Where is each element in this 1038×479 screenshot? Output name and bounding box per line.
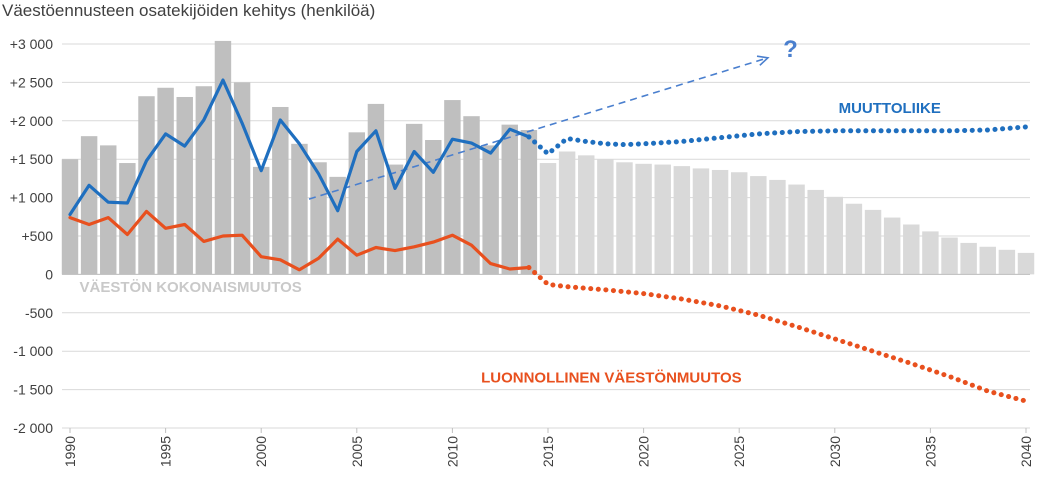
y-tick-label: -1 000 xyxy=(13,343,53,359)
bar-total-change xyxy=(501,124,518,275)
bar-total-change xyxy=(386,164,404,275)
bar-total-change xyxy=(864,209,882,275)
bar-total-change xyxy=(711,169,729,275)
x-tick-label: 2040 xyxy=(1018,436,1034,467)
bar-total-change xyxy=(214,40,232,275)
bar-total-change xyxy=(922,231,939,275)
x-tick-label: 2005 xyxy=(349,436,365,467)
bar-total-change xyxy=(444,100,461,275)
bar-total-change xyxy=(520,130,538,275)
bar-total-change xyxy=(482,145,499,275)
bar-total-change xyxy=(960,242,977,275)
natural-change-line xyxy=(68,209,531,272)
line-series xyxy=(68,55,1029,404)
trend-arrow-line xyxy=(308,57,769,200)
bar-total-change xyxy=(291,143,308,275)
y-tick-label: 0 xyxy=(45,266,53,282)
bar-total-change xyxy=(788,184,805,275)
bar-total-change xyxy=(463,116,480,275)
x-tick-label: 2000 xyxy=(253,436,269,467)
bar-total-change xyxy=(998,249,1016,275)
migration-line xyxy=(68,78,531,217)
bar-total-change xyxy=(673,166,691,275)
bar-total-change xyxy=(405,123,423,275)
bar-total-change xyxy=(272,106,289,275)
bar-total-change xyxy=(692,168,710,275)
x-axis-ticks: 1990 1995 2000 2005 2010 2015 2020 2025 2030 2035… xyxy=(62,428,1034,467)
bar-series xyxy=(61,40,1035,275)
bar-total-change xyxy=(578,155,595,275)
bar-total-change xyxy=(100,145,117,275)
bar-total-change xyxy=(195,86,213,275)
bar-total-change xyxy=(826,196,844,275)
y-tick-label: +2 000 xyxy=(10,113,53,129)
bar-total-change xyxy=(769,179,786,275)
bar-total-change xyxy=(941,237,958,275)
x-tick-label: 2030 xyxy=(827,436,843,467)
y-tick-label: +500 xyxy=(21,228,53,244)
bar-total-change xyxy=(635,163,652,275)
natural-forecast-line xyxy=(526,265,1029,404)
bar-total-change xyxy=(979,246,996,275)
y-tick-label: +2 500 xyxy=(10,74,53,90)
y-tick-label: +1 500 xyxy=(10,151,53,167)
y-tick-label: -1 500 xyxy=(13,382,53,398)
bar-total-change xyxy=(539,163,557,275)
trend-arrow-head xyxy=(756,55,770,66)
y-tick-label: +1 000 xyxy=(10,190,53,206)
bar-total-change xyxy=(1017,252,1035,275)
bar-total-change xyxy=(730,172,748,275)
annotation-label: MUUTTOLIIKE xyxy=(839,100,941,117)
bar-total-change xyxy=(157,87,174,275)
bar-total-change xyxy=(845,203,863,275)
annotations: MUUTTOLIIKE VÄESTÖN KOKONAISMUUTOS LUONNOL… xyxy=(80,36,941,387)
migration-forecast-line xyxy=(526,124,1029,157)
x-tick-label: 2020 xyxy=(636,436,652,467)
bar-total-change xyxy=(80,136,98,275)
x-tick-label: 2015 xyxy=(540,436,556,467)
x-tick-label: 1995 xyxy=(158,436,174,467)
bar-total-change xyxy=(310,162,327,275)
bar-total-change xyxy=(903,224,920,275)
annotation-label: ? xyxy=(783,36,798,63)
bar-total-change xyxy=(654,164,671,275)
y-tick-label: -500 xyxy=(25,305,53,321)
bar-total-change xyxy=(176,96,193,275)
bar-total-change xyxy=(252,166,270,275)
x-tick-label: 2035 xyxy=(922,436,938,467)
x-tick-label: 2010 xyxy=(444,436,460,467)
y-axis-ticks: +3 000 +2 500 +2 000 +1 500 +1 000 +500 0 -500 -… xyxy=(10,36,53,436)
chart-title: Väestöennusteen osatekijöiden kehitys (h… xyxy=(2,1,376,20)
y-tick-label: +3 000 xyxy=(10,36,53,52)
bar-total-change xyxy=(558,151,576,275)
bar-total-change xyxy=(119,163,136,275)
annotation-label: LUONNOLLINEN VÄESTÖNMUUTOS xyxy=(481,370,742,387)
x-tick-label: 2025 xyxy=(731,436,747,467)
annotation-label: VÄESTÖN KOKONAISMUUTOS xyxy=(80,279,302,296)
bar-total-change xyxy=(807,189,824,275)
bar-total-change xyxy=(616,162,633,275)
bar-total-change xyxy=(883,217,901,275)
bar-total-change xyxy=(750,176,767,275)
bar-total-change xyxy=(597,159,614,275)
y-tick-label: -2 000 xyxy=(13,420,53,436)
bar-total-change xyxy=(138,96,155,275)
x-tick-label: 1990 xyxy=(62,436,78,467)
